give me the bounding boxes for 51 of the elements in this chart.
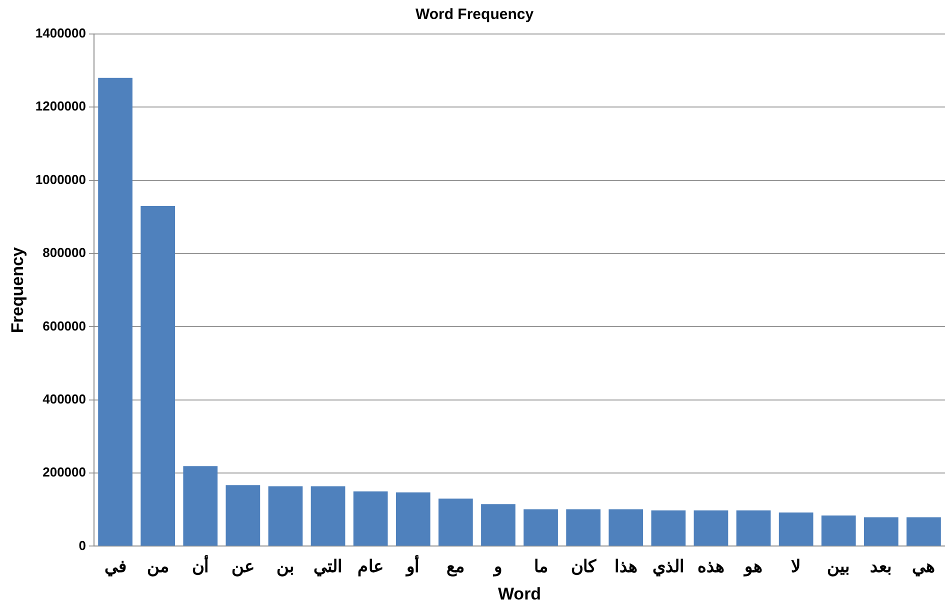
y-axis-title: Frequency: [8, 246, 27, 334]
x-tick-label: ما: [534, 557, 548, 576]
y-tick-label: 1000000: [35, 172, 86, 187]
bar: [98, 78, 132, 546]
bar: [353, 491, 388, 546]
x-axis-title: Word: [498, 584, 542, 604]
bar: [651, 510, 686, 546]
y-tick-label: 800000: [42, 245, 86, 260]
x-tick-label: عن: [231, 557, 254, 578]
x-tick-label: في: [104, 557, 126, 578]
bar: [183, 466, 218, 546]
x-tick-label: الذي: [652, 557, 684, 578]
x-tick-label: بعد: [870, 557, 892, 576]
bar: [481, 504, 516, 546]
x-tick-label: هو: [742, 557, 763, 578]
y-tick-label: 400000: [42, 391, 86, 406]
y-tick-label: 1400000: [35, 26, 86, 41]
bar: [140, 206, 176, 546]
bar: [226, 485, 260, 546]
x-tick-label: هي: [912, 557, 936, 578]
bar: [778, 512, 814, 546]
x-tick-label: عام: [358, 557, 384, 578]
bar: [310, 486, 346, 546]
y-tick-label: 600000: [42, 318, 86, 334]
y-tick-label: 1200000: [35, 98, 86, 114]
bar: [438, 498, 473, 546]
chart-title: Word Frequency: [415, 6, 534, 24]
x-tick-label: بين: [827, 557, 850, 578]
bar: [821, 515, 856, 546]
bar: [906, 517, 941, 546]
x-tick-label: أو: [404, 554, 420, 578]
x-tick-label: كان: [570, 557, 597, 576]
x-tick-label: هذه: [697, 557, 724, 576]
y-tick-label: 0: [78, 538, 86, 553]
bar: [268, 486, 303, 546]
y-tick-label: 200000: [42, 464, 86, 480]
x-tick-label: و: [492, 557, 502, 578]
bar: [736, 510, 771, 546]
x-tick-label: مع: [446, 557, 465, 578]
bar: [694, 510, 728, 546]
x-tick-label: بن: [276, 557, 294, 578]
bar: [396, 492, 430, 546]
bar: [524, 509, 558, 546]
x-tick-label: التي: [314, 557, 343, 578]
bar: [566, 509, 601, 546]
x-tick-label: هذا: [614, 557, 638, 576]
x-tick-label: أن: [192, 554, 209, 576]
bar: [864, 517, 898, 546]
x-tick-label: من: [146, 557, 169, 578]
x-tick-label: لا: [791, 557, 802, 576]
bar: [608, 509, 644, 546]
